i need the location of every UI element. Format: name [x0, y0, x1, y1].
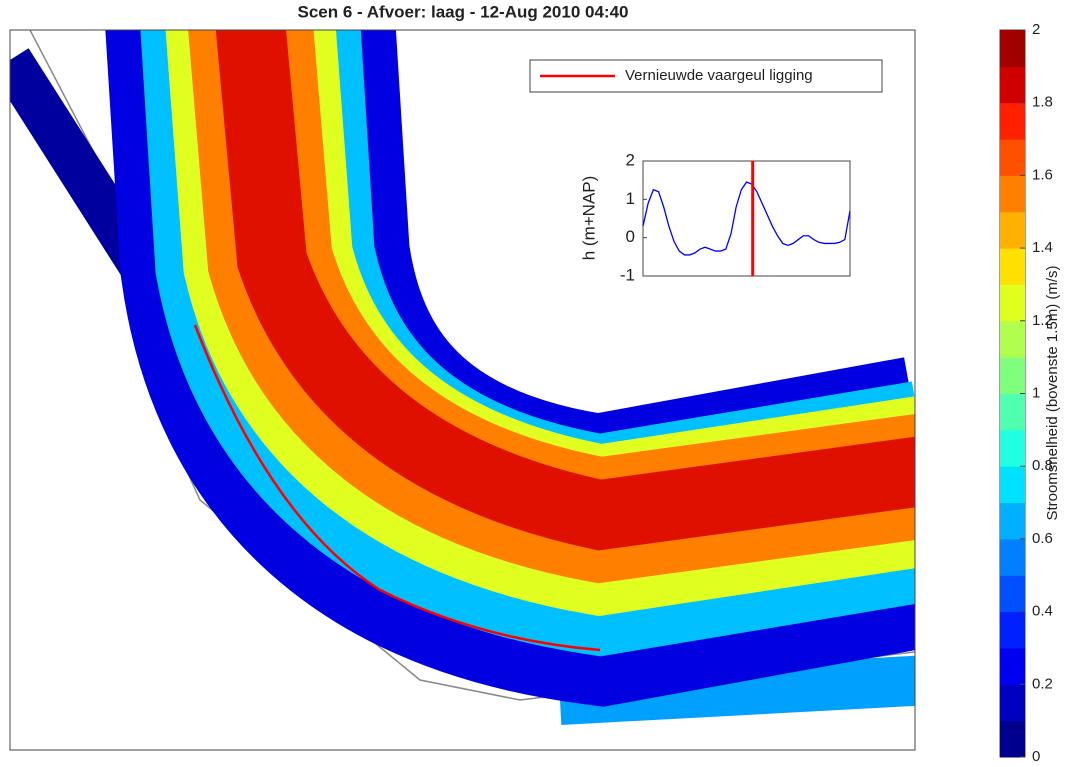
- water-level-line: [642, 181, 851, 256]
- colorbar-segment: [1000, 30, 1025, 67]
- y-tick-label: 2: [626, 150, 635, 169]
- flow-map: [10, 30, 915, 725]
- colorbar-segment: [1000, 720, 1025, 758]
- colorbar-segment: [1000, 320, 1025, 358]
- colorbar-segment: [1000, 393, 1025, 431]
- colorbar-tick-label: 1: [1032, 384, 1040, 401]
- colorbar-segment: [1000, 211, 1025, 249]
- legend-box: [529, 59, 883, 93]
- inset-frame: [642, 160, 851, 277]
- colorbar-tick-label: 0.8: [1032, 457, 1053, 474]
- map-frame: [9, 29, 916, 751]
- colorbar-segment: [1000, 139, 1025, 176]
- legend-label: Vernieuwde vaargeul ligging: [625, 67, 813, 84]
- colorbar-segment: [1000, 538, 1025, 576]
- colorbar-segment: [1000, 684, 1025, 722]
- title: Scen 6 - Afvoer: laag - 12-Aug 2010 04:4…: [297, 2, 628, 21]
- y-tick-label: 1: [626, 189, 635, 208]
- colorbar-tick-label: 1.8: [1032, 94, 1053, 111]
- colorbar-tick-label: 1.2: [1032, 312, 1053, 329]
- colorbar-segment: [1000, 575, 1025, 613]
- colorbar-segment: [1000, 357, 1025, 394]
- colorbar-tick-label: 1.6: [1032, 166, 1053, 183]
- colorbar-segment: [1000, 502, 1025, 540]
- colorbar-segment: [1000, 611, 1025, 649]
- inset-y-label: h (m+NAP): [579, 176, 598, 261]
- colorbar-segment: [1000, 102, 1025, 140]
- colorbar-tick-label: 0.6: [1032, 530, 1053, 547]
- colorbar-segment: [1000, 248, 1025, 285]
- colorbar-tick-label: 0: [1032, 748, 1040, 765]
- colorbar-segment: [1000, 66, 1025, 104]
- colorbar-tick-label: 0.2: [1032, 675, 1053, 692]
- colorbar-segment: [1000, 284, 1025, 322]
- colorbar-segment: [1000, 647, 1025, 685]
- fairway-line: [193, 324, 601, 652]
- river-band: [215, 30, 915, 551]
- colorbar-label: Stroomsnelheid (bovenste 1.5m) (m/s): [1044, 265, 1061, 520]
- colorbar-segment: [1000, 175, 1025, 213]
- colorbar-segment: [1000, 466, 1025, 504]
- colorbar-segment: [1000, 429, 1025, 467]
- colorbar-tick-label: 2: [1032, 21, 1040, 38]
- y-tick-label: 0: [626, 227, 635, 246]
- colorbar-tick-label: 0.4: [1032, 603, 1053, 620]
- y-tick-label: -1: [620, 265, 635, 284]
- colorbar-tick-label: 1.4: [1032, 239, 1053, 256]
